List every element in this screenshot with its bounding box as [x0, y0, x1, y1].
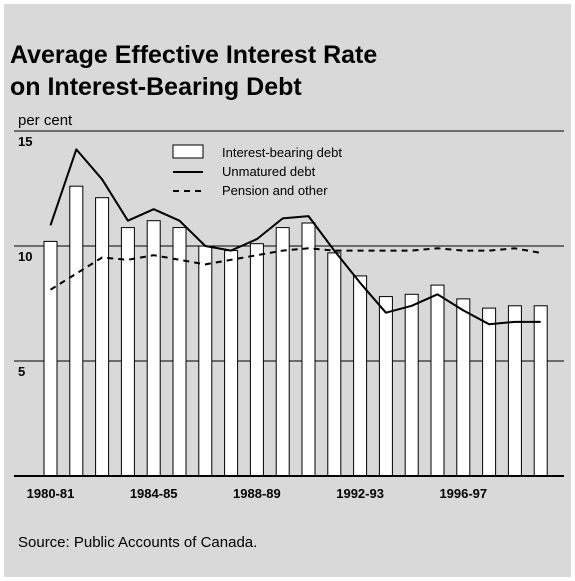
- line-unmatured-debt: [49, 148, 541, 326]
- legend-swatch-bar: [172, 144, 204, 159]
- bar-1999-00: [533, 305, 548, 477]
- bar-1985-86: [172, 227, 187, 477]
- bar-1993-94: [378, 296, 393, 477]
- bar-1988-89: [249, 243, 264, 477]
- bar-1996-97: [456, 298, 471, 477]
- bar-series: [43, 185, 548, 477]
- bar-1994-95: [404, 293, 419, 477]
- chart-panel: Average Effective Interest Rate on Inter…: [4, 4, 571, 577]
- bar-1989-90: [275, 227, 290, 477]
- y-tick-label-5: 5: [18, 364, 25, 379]
- source-note: Source: Public Accounts of Canada.: [18, 534, 257, 551]
- x-tick-label-1988-89: 1988-89: [233, 486, 281, 501]
- y-tick-label-15: 15: [18, 134, 32, 149]
- x-tick-label-1980-81: 1980-81: [27, 486, 75, 501]
- bar-1987-88: [224, 250, 239, 477]
- bar-1991-92: [327, 252, 342, 477]
- chart-svg: Average Effective Interest Rate on Inter…: [10, 41, 564, 551]
- y-tick-labels: 5 10 15: [18, 134, 32, 379]
- legend-label-interest-bearing: Interest-bearing debt: [222, 145, 342, 160]
- bar-1981-82: [69, 185, 84, 477]
- x-tick-label-1996-97: 1996-97: [439, 486, 487, 501]
- chart-title-line1: Average Effective Interest Rate: [10, 41, 377, 69]
- legend-label-pension: Pension and other: [222, 183, 328, 198]
- bar-1982-83: [95, 197, 110, 477]
- chart-title-line2: on Interest-Bearing Debt: [10, 73, 302, 101]
- legend: Interest-bearing debt Unmatured debt Pen…: [172, 144, 342, 198]
- bar-1998-99: [507, 305, 522, 477]
- bar-1983-84: [120, 227, 135, 477]
- bar-1992-93: [353, 275, 368, 477]
- bar-1984-85: [146, 220, 161, 477]
- line-series: [49, 148, 541, 326]
- bar-1986-87: [198, 245, 213, 477]
- bar-1997-98: [482, 307, 497, 477]
- y-tick-label-10: 10: [18, 249, 32, 264]
- x-tick-label-1992-93: 1992-93: [336, 486, 384, 501]
- legend-label-unmatured: Unmatured debt: [222, 164, 316, 179]
- bar-1980-81: [43, 240, 58, 477]
- bar-1990-91: [301, 222, 316, 477]
- line-pension-and-other: [49, 247, 541, 291]
- bar-1995-96: [430, 284, 445, 477]
- x-tick-labels: 1980-81 1984-85 1988-89 1992-93 1996-97: [27, 486, 488, 501]
- x-tick-label-1984-85: 1984-85: [130, 486, 178, 501]
- y-axis-unit-label: per cent: [18, 112, 73, 129]
